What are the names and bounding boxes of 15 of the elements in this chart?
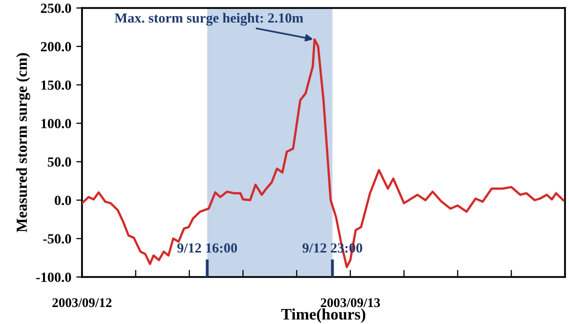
y-tick-label: -100.0 [36,272,72,282]
y-tick-label: 200.0 [40,42,72,52]
y-tick-label: 100.0 [41,118,72,128]
x-axis-title: Time(hours) [281,308,366,323]
y-tick-label: 0.0 [54,196,72,206]
y-tick-label: 150.0 [41,80,72,90]
x-tick-label: 2003/09/13 [320,298,380,308]
y-axis-title: Measured storm surge (cm) [16,53,30,232]
ref-line-label: 9/12 16:00 [177,243,237,253]
y-tick-label: 250.0 [40,4,72,14]
y-tick-label: 50.0 [48,157,72,167]
annotation: Max. storm surge height: 2.10m [114,12,304,26]
x-tick-label: 2003/09/12 [52,298,112,308]
y-tick-label: -50.0 [43,234,72,244]
line-series [82,38,564,268]
